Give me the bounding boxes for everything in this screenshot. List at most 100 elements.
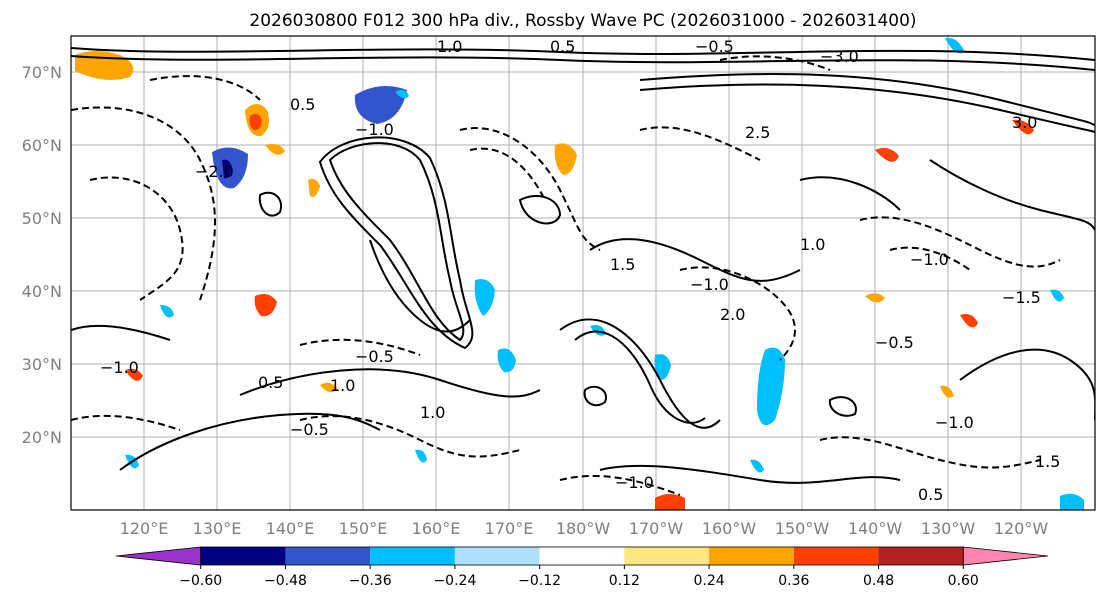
colorbar: −0.60 −0.48 −0.36 −0.24 −0.12 0.12 0.24 0.36 0.4… bbox=[115, 546, 1049, 589]
contour-label: −1.0 bbox=[690, 275, 729, 294]
colorbar-label: 0.60 bbox=[948, 573, 979, 589]
contour-line bbox=[299, 338, 421, 356]
colorbar-label: −0.24 bbox=[433, 573, 476, 589]
contour-label: 0.5 bbox=[258, 373, 283, 392]
shade-blob bbox=[960, 314, 978, 328]
colorbar-label: −0.12 bbox=[518, 573, 561, 589]
lat-label: 30°N bbox=[22, 355, 62, 374]
shade-blob bbox=[308, 178, 320, 197]
colorbar-segment bbox=[200, 547, 286, 565]
shade-blob bbox=[750, 459, 764, 473]
contour-line bbox=[639, 83, 1095, 133]
shade-blob bbox=[497, 348, 516, 373]
shade-blob bbox=[320, 382, 338, 393]
lon-label: 170°W bbox=[629, 519, 684, 538]
contour-line bbox=[469, 147, 546, 201]
contour-label: −1.0 bbox=[355, 120, 394, 139]
contour-line bbox=[583, 385, 607, 407]
contour-label: −1.0 bbox=[615, 473, 654, 492]
contour-line bbox=[89, 176, 184, 301]
contour-label: 0.5 bbox=[290, 95, 315, 114]
lat-label: 20°N bbox=[22, 428, 62, 447]
contour-line bbox=[71, 47, 1095, 61]
contour-line bbox=[369, 239, 471, 333]
shade-blob bbox=[415, 449, 427, 463]
colorbar-segment bbox=[370, 547, 455, 565]
contour-line bbox=[258, 191, 283, 217]
contours-positive bbox=[71, 47, 1095, 484]
shade-blob bbox=[945, 37, 965, 54]
colorbar-segment bbox=[115, 546, 202, 566]
latitude-labels: 70°N 60°N 50°N 40°N 30°N 20°N bbox=[22, 63, 62, 447]
contour-label: −1.0 bbox=[910, 250, 949, 269]
contour-line bbox=[299, 415, 521, 458]
contour-line bbox=[929, 159, 1095, 231]
colorbar-label: 0.12 bbox=[609, 573, 640, 589]
contour-label: −3.0 bbox=[820, 47, 859, 66]
contour-line bbox=[459, 127, 601, 251]
shade-blob bbox=[1012, 119, 1034, 135]
shade-blob bbox=[940, 385, 954, 398]
shade-blob bbox=[395, 89, 409, 99]
shade-blob bbox=[160, 305, 174, 318]
longitude-labels: 120°E 130°E 140°E 150°E 160°E 170°E 180°W 170°W… bbox=[120, 519, 1049, 538]
colorbar-segment bbox=[285, 547, 371, 565]
figure-title: 2026030800 F012 300 hPa div., Rossby Wav… bbox=[249, 11, 916, 31]
shade-blob bbox=[554, 143, 577, 175]
shade-blob bbox=[757, 347, 785, 426]
contour-label: −1.0 bbox=[935, 413, 974, 432]
contour-line bbox=[518, 195, 562, 225]
contour-line bbox=[239, 368, 541, 398]
contour-label: 3.0 bbox=[1012, 113, 1037, 132]
contour-line bbox=[828, 396, 857, 417]
lon-label: 160°W bbox=[702, 519, 757, 538]
contour-line bbox=[639, 126, 761, 161]
contour-line bbox=[71, 106, 216, 301]
lon-label: 170°E bbox=[485, 519, 534, 538]
shade-blob bbox=[265, 143, 285, 155]
contour-label: 2.5 bbox=[745, 123, 770, 142]
contour-line bbox=[149, 75, 261, 101]
graticule bbox=[71, 36, 1095, 510]
contour-line bbox=[119, 412, 381, 471]
shade-blob bbox=[654, 354, 671, 380]
shade-blob bbox=[222, 159, 232, 179]
contour-line bbox=[889, 246, 971, 271]
colorbar-label: −0.36 bbox=[349, 573, 392, 589]
contour-line bbox=[819, 436, 1041, 469]
shade-blob bbox=[354, 86, 407, 124]
colorbar-segment bbox=[793, 547, 879, 565]
lat-label: 60°N bbox=[22, 136, 62, 155]
contour-label: −0.5 bbox=[290, 420, 329, 439]
colorbar-segment bbox=[539, 547, 625, 565]
contour-line bbox=[328, 142, 465, 342]
shade-blob bbox=[249, 113, 262, 130]
lon-label: 160°E bbox=[412, 519, 461, 538]
lon-label: 180°W bbox=[556, 519, 611, 538]
contour-line bbox=[71, 55, 1095, 71]
contour-label: 2.0 bbox=[720, 305, 745, 324]
shade-blob bbox=[875, 148, 899, 162]
contour-label: −1.5 bbox=[1002, 288, 1041, 307]
contour-label: 0.5 bbox=[550, 37, 575, 56]
contour-line bbox=[574, 330, 706, 424]
colorbar-label: −0.60 bbox=[179, 573, 222, 589]
contour-line bbox=[71, 324, 171, 341]
shade-blob bbox=[1060, 493, 1084, 510]
contours-negative bbox=[71, 55, 1061, 496]
contour-line bbox=[719, 55, 831, 71]
contour-line bbox=[71, 414, 181, 431]
contour-label: −0.5 bbox=[695, 37, 734, 56]
shade-blob bbox=[254, 294, 277, 317]
shade-blob bbox=[655, 494, 685, 510]
map-panel: 1.0 0.5 −0.5 −3.0 3.0 2.5 −1.0 0.5 1.5 1… bbox=[70, 35, 1096, 511]
contour-label: 0.5 bbox=[918, 485, 943, 504]
lat-label: 40°N bbox=[22, 282, 62, 301]
contour-line bbox=[959, 348, 1095, 420]
contour-line bbox=[589, 238, 801, 282]
contour-labels: 1.0 0.5 −0.5 −3.0 3.0 2.5 −1.0 0.5 1.5 1… bbox=[100, 37, 1060, 504]
map-frame bbox=[70, 35, 1096, 511]
contour-line bbox=[799, 176, 901, 211]
contour-line bbox=[599, 464, 901, 484]
